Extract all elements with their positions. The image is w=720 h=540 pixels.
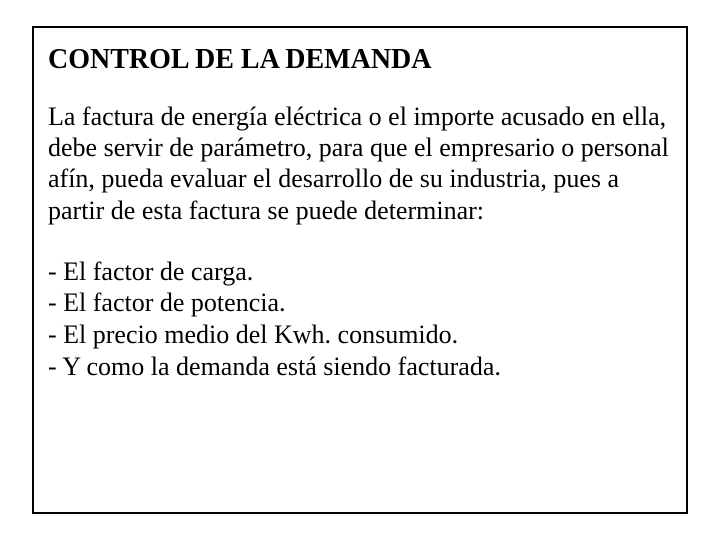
intro-paragraph: La factura de energía eléctrica o el imp… [48,101,670,226]
list-item: - Y como la demanda está siendo facturad… [48,351,670,383]
content-box: CONTROL DE LA DEMANDA La factura de ener… [32,26,688,514]
list-item: - El precio medio del Kwh. consumido. [48,319,670,351]
list-item: - El factor de potencia. [48,287,670,319]
bullet-list: - El factor de carga. - El factor de pot… [48,256,670,383]
slide-title: CONTROL DE LA DEMANDA [48,42,670,77]
slide-container: CONTROL DE LA DEMANDA La factura de ener… [0,0,720,540]
list-item: - El factor de carga. [48,256,670,288]
